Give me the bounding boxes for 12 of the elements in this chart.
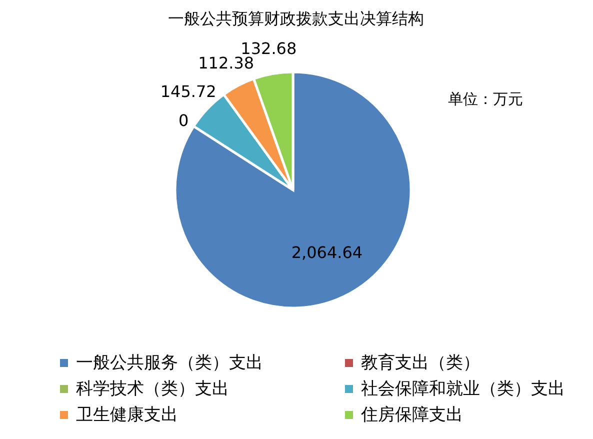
data-label: 2,064.64 <box>291 243 363 262</box>
legend-label: 住房保障支出 <box>360 405 463 425</box>
legend-label: 一般公共服务（类）支出 <box>76 353 263 373</box>
legend-label: 社会保障和就业（类）支出 <box>361 379 565 399</box>
legend-label: 卫生健康支出 <box>76 405 178 425</box>
legend-label: 教育支出（类） <box>361 353 480 373</box>
data-label: 145.72 <box>160 82 216 102</box>
legend-label: 科学技术（类）支出 <box>76 379 229 399</box>
chart-title: 一般公共预算财政拨款支出决算结构 <box>168 9 424 28</box>
text: 单位：万元 <box>448 90 523 108</box>
data-label: 112.38 <box>198 53 254 72</box>
text: 0 <box>178 110 189 130</box>
